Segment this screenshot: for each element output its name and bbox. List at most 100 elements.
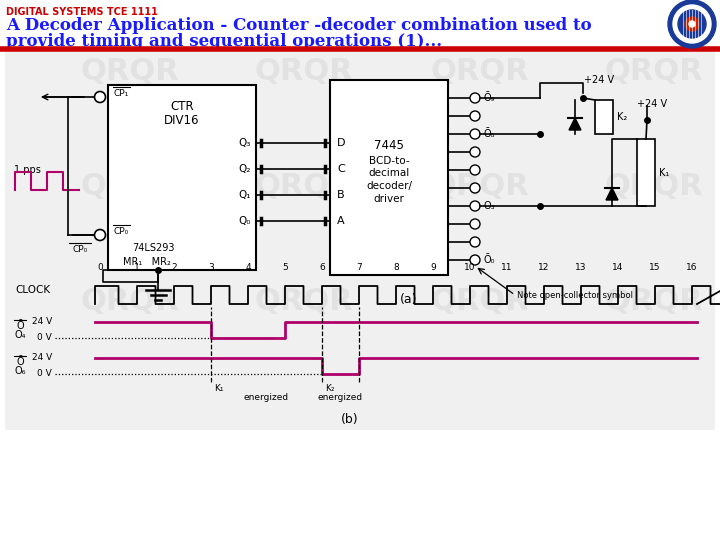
Circle shape [94, 230, 106, 240]
Polygon shape [569, 118, 581, 130]
Circle shape [470, 201, 480, 211]
Text: K₂: K₂ [617, 112, 627, 122]
Polygon shape [606, 188, 618, 200]
Text: energized: energized [244, 393, 289, 402]
Text: QRQR: QRQR [80, 287, 179, 316]
Text: 14: 14 [612, 263, 624, 272]
Bar [108, 85, 256, 270]
Circle shape [470, 219, 480, 229]
Text: 24 V: 24 V [32, 316, 52, 326]
Text: 11: 11 [501, 263, 513, 272]
Text: 1 pps: 1 pps [14, 165, 41, 175]
Text: 3: 3 [208, 263, 214, 272]
Text: D: D [337, 138, 346, 148]
Text: QRQR: QRQR [605, 287, 703, 316]
Text: O₆: O₆ [14, 366, 26, 376]
Text: K₂: K₂ [325, 384, 335, 393]
Text: B: B [337, 190, 345, 200]
Text: QRQR: QRQR [80, 172, 179, 201]
Text: 5: 5 [282, 263, 288, 272]
Text: 0 V: 0 V [37, 368, 52, 377]
Text: DIV16: DIV16 [164, 114, 199, 127]
Text: 12: 12 [539, 263, 549, 272]
Text: 74LS293: 74LS293 [132, 243, 174, 253]
Text: CTR: CTR [170, 100, 194, 113]
Text: QRQR: QRQR [605, 172, 703, 201]
Circle shape [470, 93, 480, 103]
Text: Q₀: Q₀ [238, 216, 251, 226]
Circle shape [470, 183, 480, 193]
Circle shape [470, 255, 480, 265]
Text: energized: energized [318, 393, 363, 402]
Text: A: A [337, 216, 345, 226]
Bar [5, 52, 715, 430]
Text: QRQR: QRQR [605, 57, 703, 86]
Text: decoder/: decoder/ [366, 181, 412, 192]
Text: 1: 1 [134, 263, 140, 272]
Text: 7445: 7445 [374, 139, 404, 152]
Text: 8: 8 [393, 263, 399, 272]
Text: O₄: O₄ [14, 330, 26, 340]
Text: QRQR: QRQR [430, 172, 528, 201]
Text: CP₁: CP₁ [113, 89, 128, 98]
Circle shape [673, 5, 711, 43]
Text: 13: 13 [575, 263, 587, 272]
Text: Note open-collector symbol: Note open-collector symbol [517, 291, 633, 300]
Text: 7: 7 [356, 263, 362, 272]
Text: K₁: K₁ [214, 384, 223, 393]
Text: CLOCK: CLOCK [15, 285, 50, 295]
Text: CP₀: CP₀ [113, 226, 128, 235]
Text: C: C [337, 164, 345, 174]
Text: QRQR: QRQR [255, 57, 354, 86]
Text: (a): (a) [400, 294, 418, 307]
Text: CP₀: CP₀ [73, 245, 88, 253]
Text: O₃: O₃ [484, 201, 495, 211]
Circle shape [668, 0, 716, 48]
Text: 4: 4 [246, 263, 251, 272]
Text: 2: 2 [171, 263, 177, 272]
Circle shape [678, 10, 706, 38]
Bar [637, 139, 655, 206]
Circle shape [470, 237, 480, 247]
Text: +24 V: +24 V [637, 99, 667, 109]
Circle shape [689, 21, 695, 27]
Text: 16: 16 [686, 263, 698, 272]
Text: +24 V: +24 V [584, 75, 614, 85]
Text: driver: driver [374, 194, 405, 205]
Text: A Decoder Application - Counter -decoder combination used to: A Decoder Application - Counter -decoder… [6, 17, 592, 34]
Circle shape [94, 91, 106, 103]
Text: Ō₀: Ō₀ [484, 255, 495, 265]
Text: Q₁: Q₁ [238, 190, 251, 200]
Circle shape [470, 165, 480, 175]
Bar [595, 100, 613, 134]
Circle shape [685, 17, 699, 31]
Text: Ō₉: Ō₉ [484, 93, 495, 103]
Circle shape [470, 147, 480, 157]
Text: QRQR: QRQR [255, 287, 354, 316]
Bar [330, 80, 448, 275]
Text: MR₁   MR₂: MR₁ MR₂ [123, 257, 171, 267]
Text: provide timing and sequential operations (1)...: provide timing and sequential operations… [6, 33, 442, 50]
Text: QRQR: QRQR [430, 57, 528, 86]
Text: 15: 15 [649, 263, 661, 272]
Text: QRQR: QRQR [430, 287, 528, 316]
Text: QRQR: QRQR [255, 172, 354, 201]
Text: Ō: Ō [16, 357, 24, 367]
Text: Q₂: Q₂ [238, 164, 251, 174]
Text: 0 V: 0 V [37, 333, 52, 341]
Text: 9: 9 [430, 263, 436, 272]
Text: K₁: K₁ [659, 167, 670, 178]
Text: Ō: Ō [16, 321, 24, 331]
Circle shape [470, 111, 480, 121]
Circle shape [470, 129, 480, 139]
Text: DIGITAL SYSTEMS TCE 1111: DIGITAL SYSTEMS TCE 1111 [6, 7, 158, 17]
Text: 10: 10 [464, 263, 476, 272]
Text: decimal: decimal [369, 168, 410, 179]
Text: 24 V: 24 V [32, 353, 52, 361]
Text: 0: 0 [97, 263, 103, 272]
Text: BCD-to-: BCD-to- [369, 156, 409, 165]
Text: 6: 6 [319, 263, 325, 272]
Text: QRQR: QRQR [80, 57, 179, 86]
Text: Q₃: Q₃ [238, 138, 251, 148]
Text: Ō₈: Ō₈ [484, 129, 495, 139]
